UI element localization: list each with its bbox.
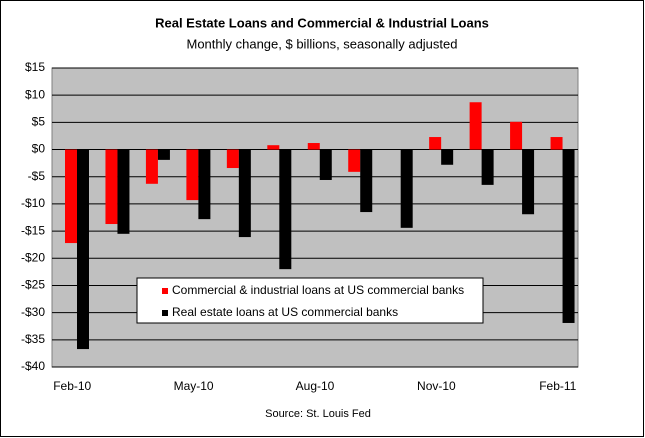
legend-swatch — [162, 288, 168, 294]
bar — [550, 137, 563, 150]
bar — [77, 149, 89, 350]
bar — [117, 149, 130, 234]
y-tick-label: $0 — [32, 142, 46, 156]
bar — [198, 149, 211, 220]
legend-label: Commercial & industrial loans at US comm… — [172, 283, 464, 297]
x-tick-label: Feb-10 — [53, 379, 91, 393]
bar — [238, 149, 251, 238]
bar — [510, 121, 523, 150]
y-tick-label: -$25 — [21, 278, 45, 292]
chart-subtitle: Monthly change, $ billions, seasonally a… — [186, 36, 457, 51]
y-tick-label: $10 — [25, 87, 45, 101]
y-tick-label: -$30 — [21, 305, 45, 319]
x-tick-label: Aug-10 — [296, 379, 335, 393]
y-tick-label: -$40 — [21, 359, 45, 373]
bar — [562, 149, 575, 323]
bar — [186, 149, 199, 201]
y-tick-label: -$35 — [21, 332, 45, 346]
y-tick-label: $5 — [32, 115, 46, 129]
bar — [279, 149, 292, 270]
y-tick-label: $15 — [25, 60, 45, 74]
x-tick-label: May-10 — [174, 379, 214, 393]
legend-label: Real estate loans at US commercial banks — [172, 305, 398, 319]
y-tick-label: -$5 — [28, 169, 46, 183]
bar — [429, 137, 442, 150]
bar — [400, 149, 413, 228]
bar — [157, 149, 170, 160]
bar — [65, 149, 77, 244]
y-tick-label: -$10 — [21, 196, 45, 210]
bar — [105, 149, 118, 225]
x-tick-label: Nov-10 — [417, 379, 456, 393]
legend-swatch — [162, 310, 168, 316]
y-tick-label: -$15 — [21, 223, 45, 237]
bar — [360, 149, 373, 213]
bar — [145, 149, 158, 184]
bar — [348, 149, 361, 172]
source: Source: St. Louis Fed — [265, 408, 371, 420]
bar — [267, 145, 280, 150]
bar — [319, 149, 332, 180]
x-tick-label: Feb-11 — [539, 379, 576, 393]
bar — [522, 149, 535, 215]
bar — [469, 102, 482, 150]
bar — [481, 149, 494, 185]
chart-title: Real Estate Loans and Commercial & Indus… — [155, 15, 489, 30]
bar — [441, 149, 454, 165]
bar — [226, 149, 239, 169]
y-tick-label: -$20 — [21, 250, 45, 264]
bar — [307, 143, 320, 150]
legend-box — [136, 277, 484, 324]
